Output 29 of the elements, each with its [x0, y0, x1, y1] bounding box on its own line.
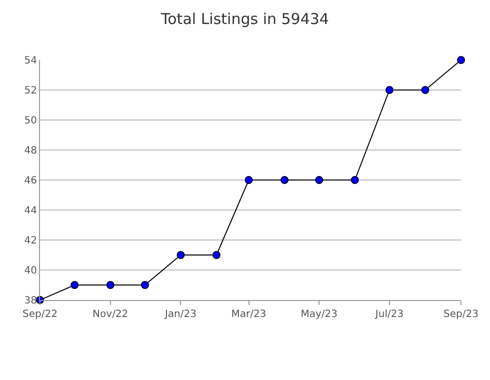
x-tick-label: Jan/23 [164, 309, 196, 320]
y-tick-label: 46 [24, 176, 37, 186]
x-tick-label: Sep/22 [22, 309, 58, 320]
point [385, 86, 394, 94]
x-tick-label: Mar/23 [231, 309, 266, 320]
point [280, 176, 289, 184]
y-tick-label: 40 [24, 266, 37, 276]
point [421, 86, 430, 94]
x-tick-label: Jul/23 [374, 309, 404, 320]
y-tick-label: 54 [24, 56, 37, 66]
y-tick-label: 38 [24, 296, 37, 306]
point [140, 281, 149, 289]
y-tick-label: 44 [24, 206, 37, 216]
point [176, 251, 185, 259]
y-tick-label: 50 [24, 116, 37, 126]
point [457, 56, 465, 64]
x-tick-label: May/23 [300, 309, 338, 320]
point [106, 281, 114, 289]
x-tick-label: Sep/23 [444, 309, 478, 320]
point [70, 281, 79, 289]
y-tick-label: 42 [24, 236, 37, 246]
point [350, 176, 359, 184]
x-tick-label: Nov/22 [92, 309, 128, 320]
point [315, 176, 324, 184]
point [244, 176, 253, 184]
y-tick-label: 52 [24, 86, 37, 96]
chart-title: Total Listings in 59434 [160, 10, 329, 28]
y-tick-label: 48 [24, 146, 37, 156]
point [212, 251, 220, 259]
